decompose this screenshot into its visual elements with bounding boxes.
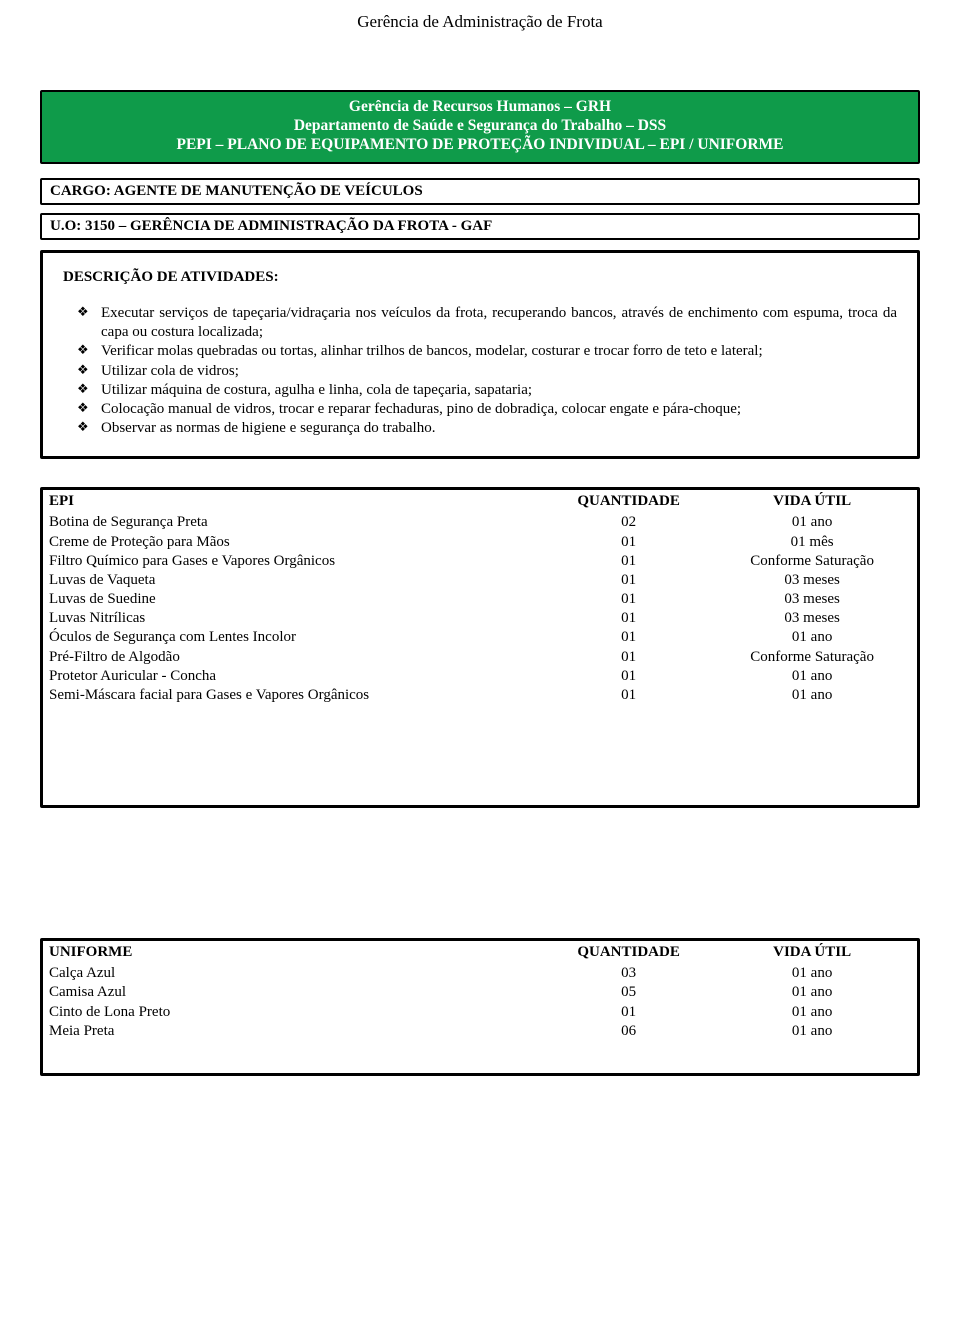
- table-row: Cinto de Lona Preto0101 ano: [43, 1003, 917, 1022]
- epi-life: 01 ano: [707, 513, 917, 532]
- table-row: Protetor Auricular - Concha0101 ano: [43, 667, 917, 686]
- epi-tbody: Botina de Segurança Preta0201 ano Creme …: [43, 513, 917, 805]
- uniforme-header-life: VIDA ÚTIL: [707, 941, 917, 964]
- epi-qty: 01: [550, 552, 707, 571]
- table-row: Filtro Químico para Gases e Vapores Orgâ…: [43, 552, 917, 571]
- epi-life: 03 meses: [707, 590, 917, 609]
- epi-life: 01 ano: [707, 667, 917, 686]
- uni-name: Calça Azul: [43, 964, 550, 983]
- uo-box: U.O: 3150 – GERÊNCIA DE ADMINISTRAÇÃO DA…: [40, 213, 920, 240]
- table-row: Luvas Nitrílicas0103 meses: [43, 609, 917, 628]
- activities-list: Executar serviços de tapeçaria/vidraçari…: [77, 304, 897, 438]
- uni-qty: 05: [550, 983, 707, 1002]
- uni-life: 01 ano: [707, 1022, 917, 1041]
- uo-label: U.O: 3150 – GERÊNCIA DE ADMINISTRAÇÃO DA…: [50, 218, 492, 234]
- uniforme-header-qty: QUANTIDADE: [550, 941, 707, 964]
- epi-life: 01 mês: [707, 533, 917, 552]
- table-row: Calça Azul0301 ano: [43, 964, 917, 983]
- epi-name: Luvas de Vaqueta: [43, 571, 550, 590]
- epi-name: Filtro Químico para Gases e Vapores Orgâ…: [43, 552, 550, 571]
- epi-name: Creme de Proteção para Mãos: [43, 533, 550, 552]
- uni-name: Camisa Azul: [43, 983, 550, 1002]
- epi-name: Pré-Filtro de Algodão: [43, 648, 550, 667]
- table-row: Semi-Máscara facial para Gases e Vapores…: [43, 686, 917, 705]
- epi-qty: 01: [550, 533, 707, 552]
- activity-item: Utilizar máquina de costura, agulha e li…: [77, 381, 897, 400]
- epi-table: EPI QUANTIDADE VIDA ÚTIL Botina de Segur…: [40, 487, 920, 808]
- header-line-2: Departamento de Saúde e Segurança do Tra…: [50, 117, 910, 135]
- epi-life: 03 meses: [707, 571, 917, 590]
- table-row: Creme de Proteção para Mãos0101 mês: [43, 533, 917, 552]
- uniforme-header-name: UNIFORME: [43, 941, 550, 964]
- uni-name: Cinto de Lona Preto: [43, 1003, 550, 1022]
- epi-life: 01 ano: [707, 628, 917, 647]
- activity-item: Colocação manual de vidros, trocar e rep…: [77, 400, 897, 419]
- epi-qty: 01: [550, 590, 707, 609]
- table-row: Pré-Filtro de Algodão01Conforme Saturaçã…: [43, 648, 917, 667]
- epi-life: 03 meses: [707, 609, 917, 628]
- description-heading: DESCRIÇÃO DE ATIVIDADES:: [63, 269, 897, 286]
- uni-name: Meia Preta: [43, 1022, 550, 1041]
- epi-life: Conforme Saturação: [707, 552, 917, 571]
- activity-item: Verificar molas quebradas ou tortas, ali…: [77, 342, 897, 361]
- epi-qty: 01: [550, 628, 707, 647]
- epi-name: Óculos de Segurança com Lentes Incolor: [43, 628, 550, 647]
- uni-life: 01 ano: [707, 964, 917, 983]
- uniforme-table: UNIFORME QUANTIDADE VIDA ÚTIL Calça Azul…: [40, 938, 920, 1076]
- activity-item: Utilizar cola de vidros;: [77, 362, 897, 381]
- epi-header-life: VIDA ÚTIL: [707, 490, 917, 513]
- uni-qty: 03: [550, 964, 707, 983]
- epi-name: Luvas Nitrílicas: [43, 609, 550, 628]
- header-banner: Gerência de Recursos Humanos – GRH Depar…: [40, 90, 920, 164]
- epi-name: Semi-Máscara facial para Gases e Vapores…: [43, 686, 550, 705]
- cargo-box: CARGO: AGENTE DE MANUTENÇÃO DE VEÍCULOS: [40, 178, 920, 205]
- epi-header-name: EPI: [43, 490, 550, 513]
- uni-life: 01 ano: [707, 983, 917, 1002]
- epi-name: Protetor Auricular - Concha: [43, 667, 550, 686]
- table-row: Luvas de Suedine0103 meses: [43, 590, 917, 609]
- header-line-3: PEPI – PLANO DE EQUIPAMENTO DE PROTEÇÃO …: [50, 136, 910, 154]
- page-title: Gerência de Administração de Frota: [40, 12, 920, 32]
- description-box: DESCRIÇÃO DE ATIVIDADES: Executar serviç…: [40, 250, 920, 459]
- table-spacer: [43, 1041, 917, 1073]
- uni-life: 01 ano: [707, 1003, 917, 1022]
- uniforme-tbody: Calça Azul0301 ano Camisa Azul0501 ano C…: [43, 964, 917, 1073]
- epi-name: Botina de Segurança Preta: [43, 513, 550, 532]
- epi-header-qty: QUANTIDADE: [550, 490, 707, 513]
- epi-name: Luvas de Suedine: [43, 590, 550, 609]
- table-row: Camisa Azul0501 ano: [43, 983, 917, 1002]
- table-row: Meia Preta0601 ano: [43, 1022, 917, 1041]
- epi-qty: 01: [550, 609, 707, 628]
- epi-qty: 01: [550, 686, 707, 705]
- epi-life: Conforme Saturação: [707, 648, 917, 667]
- epi-qty: 01: [550, 648, 707, 667]
- header-line-1: Gerência de Recursos Humanos – GRH: [50, 98, 910, 116]
- activity-item: Observar as normas de higiene e seguranç…: [77, 419, 897, 438]
- epi-qty: 02: [550, 513, 707, 532]
- uni-qty: 01: [550, 1003, 707, 1022]
- activity-item: Executar serviços de tapeçaria/vidraçari…: [77, 304, 897, 342]
- table-row: Óculos de Segurança com Lentes Incolor01…: [43, 628, 917, 647]
- table-row: Botina de Segurança Preta0201 ano: [43, 513, 917, 532]
- cargo-label: CARGO: AGENTE DE MANUTENÇÃO DE VEÍCULOS: [50, 183, 423, 199]
- uni-qty: 06: [550, 1022, 707, 1041]
- epi-life: 01 ano: [707, 686, 917, 705]
- epi-qty: 01: [550, 571, 707, 590]
- epi-qty: 01: [550, 667, 707, 686]
- table-spacer: [43, 705, 917, 805]
- table-row: Luvas de Vaqueta0103 meses: [43, 571, 917, 590]
